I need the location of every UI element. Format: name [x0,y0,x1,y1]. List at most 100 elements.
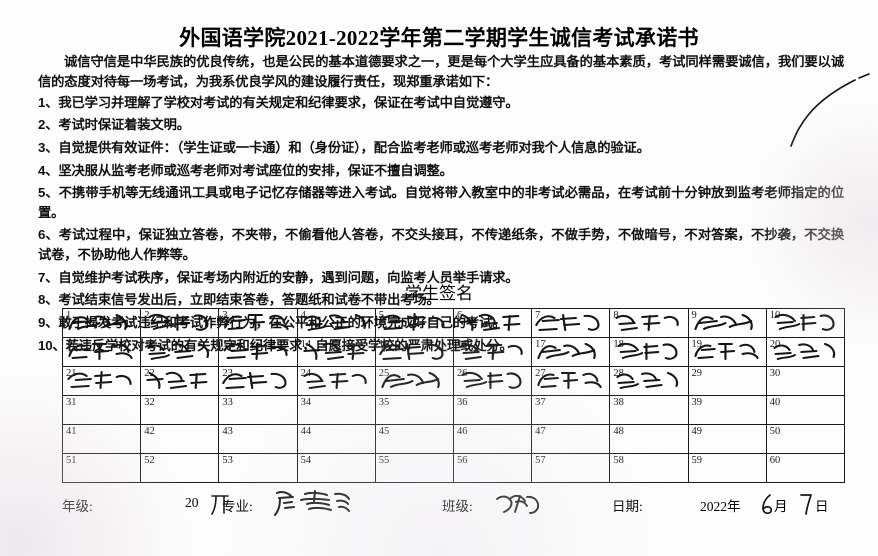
signature-cell-number: 45 [378,426,390,437]
signature-cell-number: 22 [144,368,155,379]
signature-cell[interactable]: 35 [374,395,454,425]
signature-cell[interactable]: 23 [218,366,298,396]
signature-cell[interactable]: 57 [531,453,611,483]
signature-cell[interactable]: 45 [374,424,454,454]
signature-cell[interactable]: 18 [609,337,689,367]
signature-cell[interactable]: 11 [61,337,142,367]
signature-cell-number: 37 [535,397,546,408]
signature-cell[interactable]: 26 [452,366,533,396]
signature-cell[interactable]: 50 [765,424,846,454]
signature-cell-number: 57 [535,455,546,466]
signature-cell[interactable]: 3 [218,308,298,338]
signature-cell[interactable]: 56 [452,453,533,483]
signature-cell[interactable]: 44 [296,424,376,454]
signature-cell-number: 14 [300,339,312,350]
signature-cell[interactable]: 22 [140,366,220,396]
signature-cell-number: 24 [300,368,312,379]
signature-cell-number: 53 [222,455,233,466]
signature-cell[interactable]: 4 [296,308,376,338]
signature-cell[interactable]: 29 [687,366,767,396]
signature-cell[interactable]: 24 [296,366,376,396]
signature-cell[interactable]: 46 [452,424,533,454]
signature-cell-number: 32 [144,397,155,408]
handwritten-signature [298,309,375,337]
signature-cell[interactable]: 21 [61,366,142,396]
signature-cell[interactable]: 38 [609,395,689,425]
signature-cell[interactable]: 31 [61,395,142,425]
signature-cell[interactable]: 39 [687,395,767,425]
signature-cell[interactable]: 17 [531,337,611,367]
signature-cell[interactable]: 58 [609,453,689,483]
signature-cell-number: 13 [222,339,233,350]
signature-cell[interactable]: 25 [374,366,454,396]
signature-cell[interactable]: 55 [374,453,454,483]
handwritten-signature [454,309,531,337]
signature-cell[interactable]: 40 [765,395,846,425]
signature-cell[interactable]: 6 [452,308,533,338]
signature-cell[interactable]: 14 [296,337,376,367]
signature-cell[interactable]: 37 [531,395,611,425]
major-label: 专业: [222,499,253,514]
signature-cell[interactable]: 32 [140,395,220,425]
date-day-handwritten [799,491,813,517]
signature-cell-number: 18 [613,339,624,350]
signature-cell-number: 42 [144,426,155,437]
signature-cell[interactable]: 42 [140,424,220,454]
signature-cell[interactable]: 34 [296,395,376,425]
signature-cell[interactable]: 1 [61,308,142,338]
signature-cell-number: 56 [456,455,468,466]
signature-cell[interactable]: 48 [609,424,689,454]
signature-cell-number: 40 [769,397,781,408]
signature-cell-number: 46 [456,426,468,437]
signature-cell[interactable]: 15 [374,337,454,367]
signature-cell[interactable]: 12 [140,337,220,367]
signature-cell[interactable]: 20 [765,337,846,367]
signature-cell-number: 16 [456,339,468,350]
signature-cell[interactable]: 43 [218,424,298,454]
signature-cell-number: 47 [535,426,546,437]
grade-handwritten-value [208,491,234,517]
signature-cell-number: 41 [66,426,77,437]
major-handwritten-value [271,488,353,518]
signature-cell[interactable]: 33 [218,395,298,425]
signature-cell[interactable]: 36 [452,395,533,425]
handwritten-signature [376,309,453,337]
signature-cell[interactable]: 52 [140,453,220,483]
signature-cell[interactable]: 13 [218,337,298,367]
signature-cell-number: 35 [378,397,390,408]
signature-cell[interactable]: 9 [687,308,767,338]
signature-cell-number: 44 [300,426,312,437]
signature-cell[interactable]: 8 [609,308,689,338]
signature-cell-number: 48 [613,426,624,437]
signature-cell[interactable]: 59 [687,453,767,483]
table-row: 11 12 13 14 15 16 17 18 19 20 [61,337,846,367]
signature-cell[interactable]: 19 [687,337,767,367]
signature-cell[interactable]: 5 [374,308,454,338]
signature-cell[interactable]: 49 [687,424,767,454]
signature-cell[interactable]: 54 [296,453,376,483]
handwritten-signature [219,309,296,337]
signature-cell[interactable]: 16 [452,337,533,367]
signature-cell[interactable]: 10 [765,308,846,338]
signature-cell[interactable]: 30 [765,366,846,396]
signature-cell[interactable]: 60 [765,453,846,483]
signature-cell[interactable]: 2 [140,308,220,338]
table-row: 1 2 3 4 5 6 7 8 9 10 [61,308,846,338]
signature-cell[interactable]: 53 [218,453,298,483]
date-month-suffix: 月 [774,499,788,514]
signature-cell[interactable]: 47 [531,424,611,454]
signature-cell[interactable]: 41 [61,424,142,454]
signature-cell[interactable]: 51 [61,453,142,483]
date-day-suffix: 日 [815,499,829,514]
signature-cell-number: 29 [691,368,703,379]
signature-cell[interactable]: 28 [609,366,689,396]
signature-cell[interactable]: 27 [531,366,611,396]
promise-item-2: 2、考试时保证着装文明。 [38,117,190,133]
signature-table-body: 1 2 3 4 5 6 7 8 9 10 11 12 13 14 15 16 17 18 19 20 21 22 23 24 2… [61,308,846,483]
signature-cell[interactable]: 7 [531,308,611,338]
signature-cell-number: 8 [613,310,619,321]
promise-item-3: 3、自觉提供有效证件：（学生证或一卡通）和（身份证），配合监考老师或巡考老师对我… [38,139,650,155]
signature-cell-number: 50 [769,426,781,437]
promise-item-8: 8、考试结束信号发出后，立即结束答卷，答题纸和试卷不带出考场。 [38,292,440,308]
